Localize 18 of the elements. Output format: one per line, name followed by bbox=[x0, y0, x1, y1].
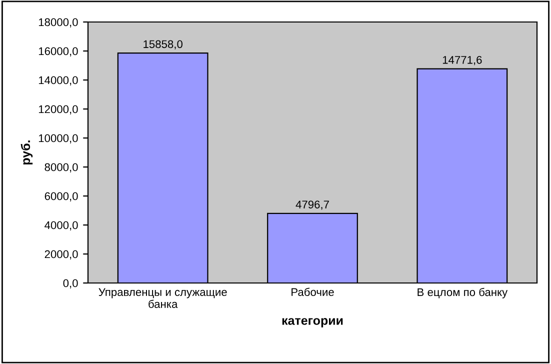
y-tick-label: 8000,0 bbox=[44, 163, 78, 172]
y-tick-label: 16000,0 bbox=[38, 47, 78, 56]
data-label: 15858,0 bbox=[144, 40, 182, 50]
y-tick-label: 6000,0 bbox=[44, 192, 78, 202]
y-tick-label: 10000,0 bbox=[38, 134, 78, 144]
x-tick-label: В ецлом по банку bbox=[418, 288, 508, 298]
x-axis-title: категории bbox=[282, 318, 343, 328]
y-tick-label: 0,0 bbox=[63, 279, 78, 288]
y-tick-label: 4000,0 bbox=[44, 221, 78, 230]
y-tick-label: 18000,0 bbox=[38, 18, 78, 28]
y-axis-title: руб. bbox=[20, 140, 33, 164]
y-tick-label: 12000,0 bbox=[38, 105, 78, 114]
x-tick-label: Управленцы и служащие банка bbox=[98, 288, 227, 308]
y-tick-label: 14000,0 bbox=[38, 76, 78, 86]
x-tick-label: Рабочие bbox=[292, 288, 334, 296]
data-label: 4796,7 bbox=[296, 200, 329, 210]
data-label: 14771,6 bbox=[442, 56, 482, 66]
y-tick-label: 2000,0 bbox=[44, 250, 78, 260]
